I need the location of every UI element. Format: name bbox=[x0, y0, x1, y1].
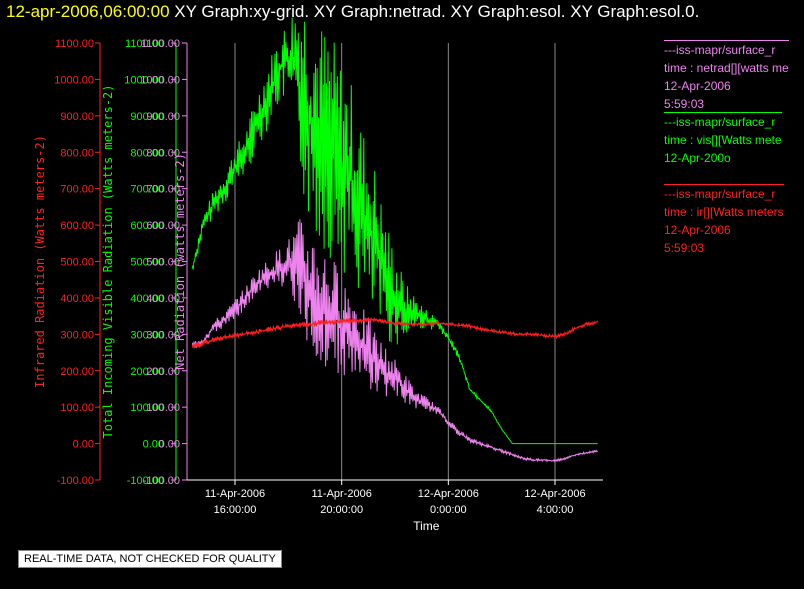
y-tick-label: 1000.00 bbox=[124, 74, 164, 86]
y-tick-label: 400.00 bbox=[60, 293, 94, 305]
y-tick-label: 900.00 bbox=[130, 111, 164, 123]
y-tick-label: 400.00 bbox=[146, 293, 180, 305]
legend-ir-date: 12-Apr-2006 bbox=[664, 223, 731, 237]
y-tick-label: 200.00 bbox=[130, 366, 164, 378]
title-graph-list: XY Graph:xy-grid. XY Graph:netrad. XY Gr… bbox=[174, 2, 700, 21]
legend-entry-netrad: ---iss-mapr/surface_r time : netrad[][wa… bbox=[664, 40, 789, 113]
legend-netrad-date: 12-Apr-2006 bbox=[664, 79, 731, 93]
y-tick-label: 900.00 bbox=[60, 111, 94, 123]
x-tick-label: 20:00:00 bbox=[320, 504, 363, 516]
y-tick-label: 0.00 bbox=[143, 439, 164, 451]
y-tick-label: 100.00 bbox=[146, 402, 180, 414]
y-tick-label: 1100.00 bbox=[125, 38, 164, 50]
y-tick-label: 800.00 bbox=[146, 147, 180, 159]
legend-ir-name: ---iss-mapr/surface_r bbox=[664, 184, 784, 203]
y-tick-label: 200.00 bbox=[146, 366, 180, 378]
y-tick-label: 600.00 bbox=[60, 220, 94, 232]
title-timestamp: 12-apr-2006,06:00:00 bbox=[6, 2, 170, 21]
x-tick-label: 16:00:00 bbox=[214, 504, 257, 516]
y-tick-label: 500.00 bbox=[130, 257, 164, 269]
x-tick-label: 12-Apr-2006 bbox=[418, 488, 479, 500]
y-tick-label: 100.00 bbox=[130, 402, 164, 414]
y-tick-label: 900.00 bbox=[146, 111, 180, 123]
quality-notice: REAL-TIME DATA, NOT CHECKED FOR QUALITY bbox=[18, 550, 282, 568]
legend-vis-date: 12-Apr-200o bbox=[664, 151, 731, 165]
x-tick-label: 4:00:00 bbox=[537, 504, 574, 516]
x-tick-label: 12-Apr-2006 bbox=[524, 488, 585, 500]
y-axis-title-1: Total Incoming Visible Radiation (Watts … bbox=[101, 84, 115, 438]
y-tick-label: 1000.00 bbox=[140, 74, 180, 86]
legend-netrad-time: 5:59:03 bbox=[664, 97, 705, 111]
legend-vis-desc: time : vis[][Watts mete bbox=[664, 133, 782, 147]
y-axis-title-0: Infrared Radiation (Watts meters-2) bbox=[33, 135, 47, 388]
y-tick-label: 400.00 bbox=[130, 293, 164, 305]
legend-ir-desc: time : ir[][Watts meters bbox=[664, 205, 784, 219]
legend-ir-time: 5:59:03 bbox=[664, 241, 705, 255]
y-tick-label: 1100.00 bbox=[55, 38, 94, 50]
chart-title: 12-apr-2006,06:00:00 XY Graph:xy-grid. X… bbox=[6, 2, 699, 22]
x-tick-label: 0:00:00 bbox=[430, 504, 467, 516]
legend-entry-vis: ---iss-mapr/surface_r time : vis[][Watts… bbox=[664, 112, 782, 167]
y-tick-label: 600.00 bbox=[146, 220, 180, 232]
y-tick-label: 700.00 bbox=[130, 184, 164, 196]
y-tick-label: 700.00 bbox=[146, 184, 180, 196]
y-tick-label: 800.00 bbox=[60, 147, 94, 159]
x-tick-label: 11-Apr-2006 bbox=[205, 488, 265, 500]
y-tick-label: -100.00 bbox=[57, 475, 94, 487]
y-tick-label: 500.00 bbox=[60, 257, 94, 269]
y-tick-label: 600.00 bbox=[130, 220, 164, 232]
y-tick-label: 700.00 bbox=[60, 184, 94, 196]
x-axis-title: Time bbox=[413, 519, 440, 533]
y-tick-label: 1000.00 bbox=[54, 74, 94, 86]
legend-netrad-name: ---iss-mapr/surface_r bbox=[664, 40, 789, 59]
series-line-vis bbox=[191, 17, 598, 445]
series-line-netrad bbox=[191, 219, 599, 463]
y-tick-label: -100.00 bbox=[127, 475, 164, 487]
x-tick-label: 11-Apr-2006 bbox=[311, 488, 371, 500]
y-tick-label: 100.00 bbox=[60, 402, 94, 414]
y-tick-label: -100.00 bbox=[143, 475, 180, 487]
y-tick-label: 0.00 bbox=[73, 439, 94, 451]
series-line-ir bbox=[191, 316, 599, 349]
y-tick-label: 200.00 bbox=[60, 366, 94, 378]
y-tick-label: 300.00 bbox=[130, 329, 164, 341]
y-tick-label: 800.00 bbox=[130, 147, 164, 159]
legend-netrad-desc: time : netrad[][watts me bbox=[664, 61, 789, 75]
y-tick-label: 1100.00 bbox=[141, 38, 180, 50]
legend-vis-name: ---iss-mapr/surface_r bbox=[664, 112, 782, 131]
y-tick-label: 500.00 bbox=[146, 257, 180, 269]
y-axis-title-2: Net Radiation (watts meters-2) bbox=[173, 153, 187, 370]
y-tick-label: 0.00 bbox=[159, 439, 180, 451]
y-tick-label: 300.00 bbox=[60, 329, 94, 341]
legend-entry-ir: ---iss-mapr/surface_r time : ir[][Watts … bbox=[664, 184, 784, 257]
y-tick-label: 300.00 bbox=[146, 329, 180, 341]
